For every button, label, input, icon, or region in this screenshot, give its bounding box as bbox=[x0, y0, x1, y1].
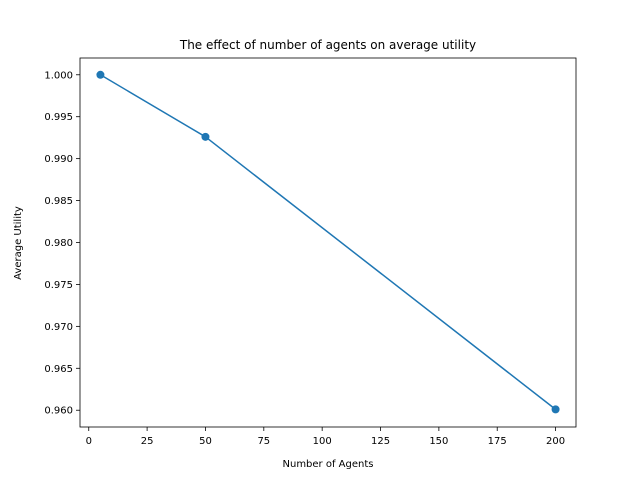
y-tick-label: 1.000 bbox=[44, 70, 73, 81]
x-axis-label: Number of Agents bbox=[283, 459, 374, 470]
data-point bbox=[551, 405, 560, 414]
chart-title: The effect of number of agents on averag… bbox=[179, 38, 476, 52]
y-tick-label: 0.990 bbox=[44, 154, 73, 165]
x-tick-label: 125 bbox=[371, 436, 390, 447]
y-tick-label: 0.970 bbox=[44, 322, 73, 333]
x-tick-label: 75 bbox=[257, 436, 270, 447]
x-tick-label: 25 bbox=[141, 436, 154, 447]
plot-area bbox=[96, 70, 560, 414]
data-point bbox=[201, 132, 210, 141]
x-tick-label: 150 bbox=[429, 436, 448, 447]
axes: 0 25 50 75 100 125 150 175 200 0.960 0.965 0.970 0.9… bbox=[44, 57, 577, 447]
y-tick-label: 0.960 bbox=[44, 406, 73, 417]
x-tick-label: 50 bbox=[199, 436, 212, 447]
y-tick-label: 0.975 bbox=[44, 280, 73, 291]
x-tick-label: 100 bbox=[313, 436, 332, 447]
y-axis-label: Average Utility bbox=[13, 206, 24, 280]
y-tick-label: 0.995 bbox=[44, 112, 73, 123]
data-point bbox=[96, 70, 105, 79]
y-tick-label: 0.980 bbox=[44, 238, 73, 249]
x-tick-label: 175 bbox=[488, 436, 507, 447]
x-tick-label: 0 bbox=[86, 436, 92, 447]
y-tick-label: 0.985 bbox=[44, 196, 73, 207]
x-tick-label: 200 bbox=[546, 436, 565, 447]
y-tick-label: 0.965 bbox=[44, 364, 73, 375]
